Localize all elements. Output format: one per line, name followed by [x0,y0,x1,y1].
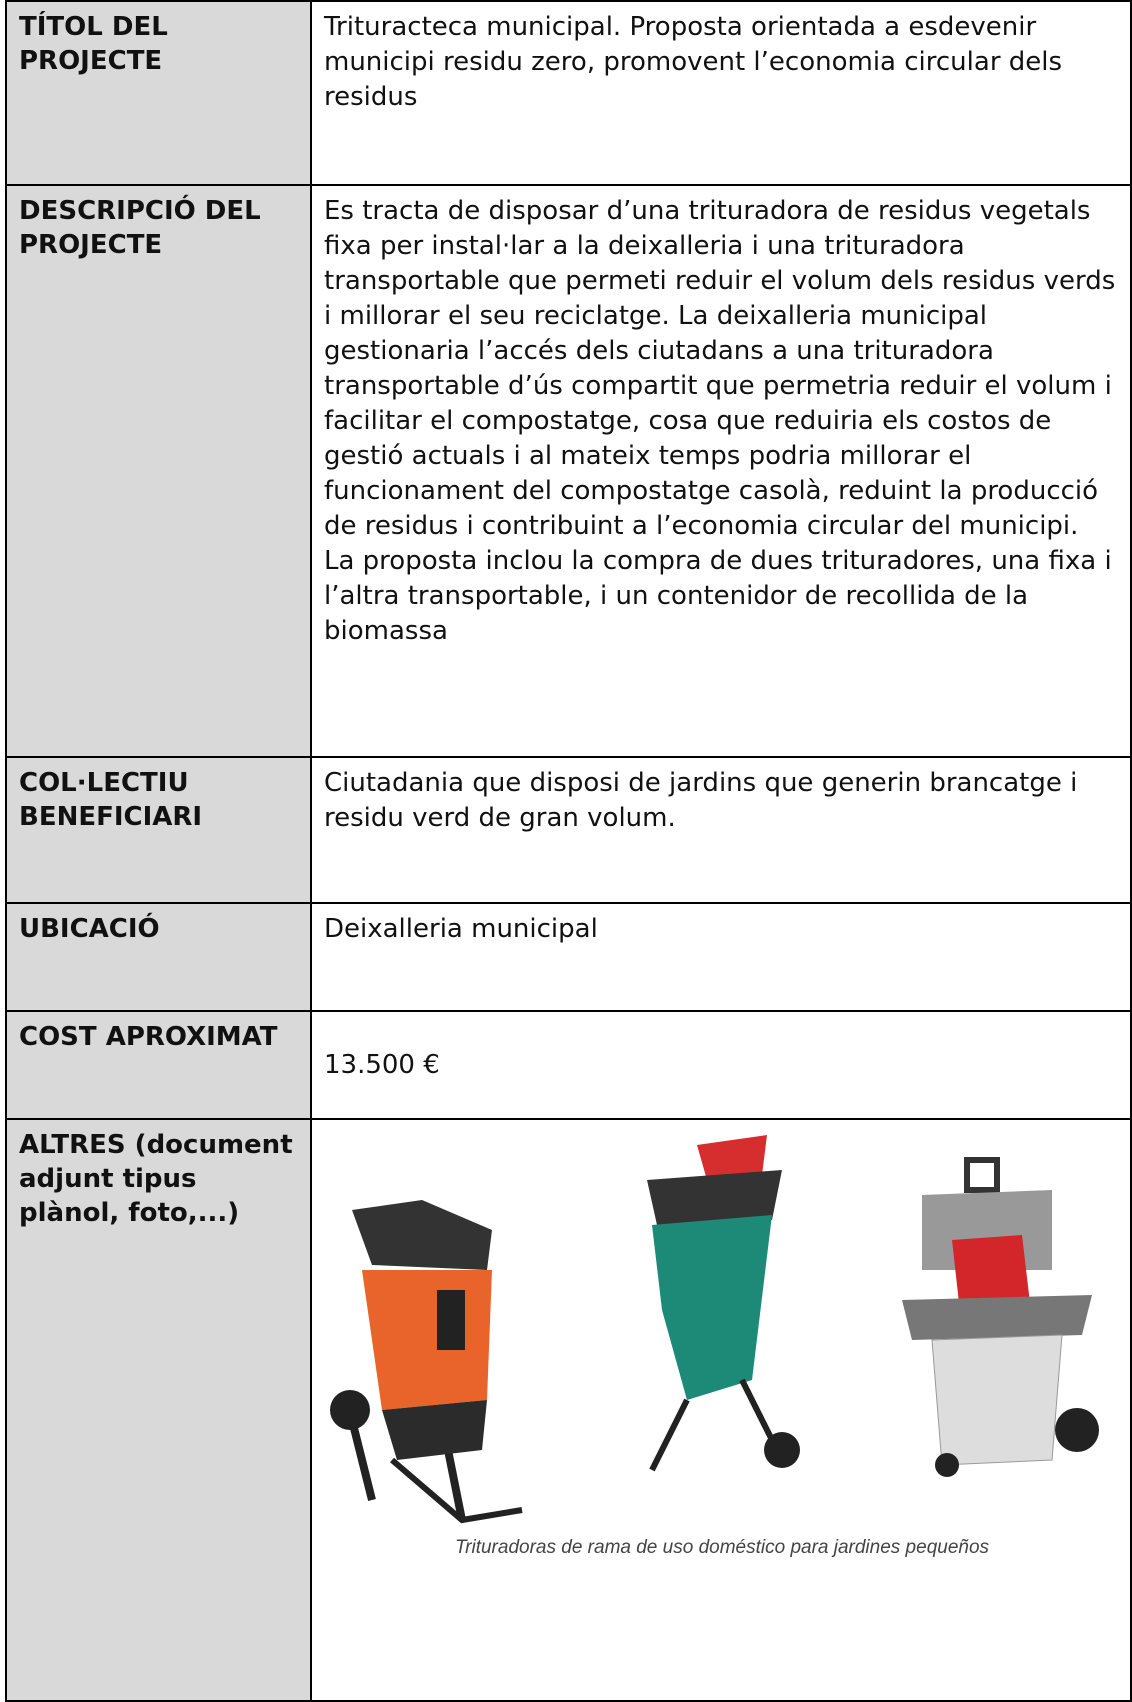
row-label: UBICACIÓ [5,902,312,1012]
row-label: COL·LECTIU BENEFICIARI [5,756,312,904]
row: COST APROXIMAT 13.500 € [5,1010,1132,1120]
row-label: ALTRES (document adjunt tipus plànol, fo… [5,1118,312,1702]
paragraph: Trituracteca municipal. Proposta orienta… [324,12,1063,112]
row: ALTRES (document adjunt tipus plànol, fo… [5,1118,1132,1702]
paragraph: Deixalleria municipal [324,914,598,944]
paragraph: Es tracta de disposar d’una trituradora … [324,196,1116,541]
image-caption: Trituradoras de rama de uso doméstico pa… [455,1537,990,1558]
row-content: Trituradoras de rama de uso doméstico pa… [310,1118,1132,1702]
paragraph: Ciutadania que disposi de jardins que ge… [324,768,1078,833]
shredder-green [647,1135,800,1472]
shredder-grey [902,1157,1099,1477]
row-content: Es tracta de disposar d’una trituradora … [310,184,1132,758]
row: TÍTOL DEL PROJECTE Trituracteca municipal… [5,0,1132,186]
shredder-black [330,1200,523,1524]
table-body: TÍTOL DEL PROJECTE Trituracteca municipal… [5,0,1132,1702]
row-content: 13.500 € [310,1010,1132,1120]
paragraph: La proposta inclou la compra de dues tri… [324,546,1112,646]
row-content: Trituracteca municipal. Proposta orienta… [310,0,1132,186]
row-label: DESCRIPCIÓ DEL PROJECTE [5,184,312,758]
project-table: TÍTOL DEL PROJECTE Trituracteca municipal… [5,0,1132,1702]
paragraph: 13.500 € [324,1049,440,1080]
row: DESCRIPCIÓ DEL PROJECTE Es tracta de disp… [5,184,1132,758]
row-content: Deixalleria municipal [310,902,1132,1012]
row-label: COST APROXIMAT [5,1010,312,1120]
shredder-photo: Trituradoras de rama de uso doméstico pa… [330,1135,1099,1558]
row: COL·LECTIU BENEFICIARI Ciutadania que dis… [5,756,1132,904]
row: UBICACIÓ Deixalleria municipal [5,902,1132,1012]
row-content: Ciutadania que disposi de jardins que ge… [310,756,1132,904]
row-label: TÍTOL DEL PROJECTE [5,0,312,186]
